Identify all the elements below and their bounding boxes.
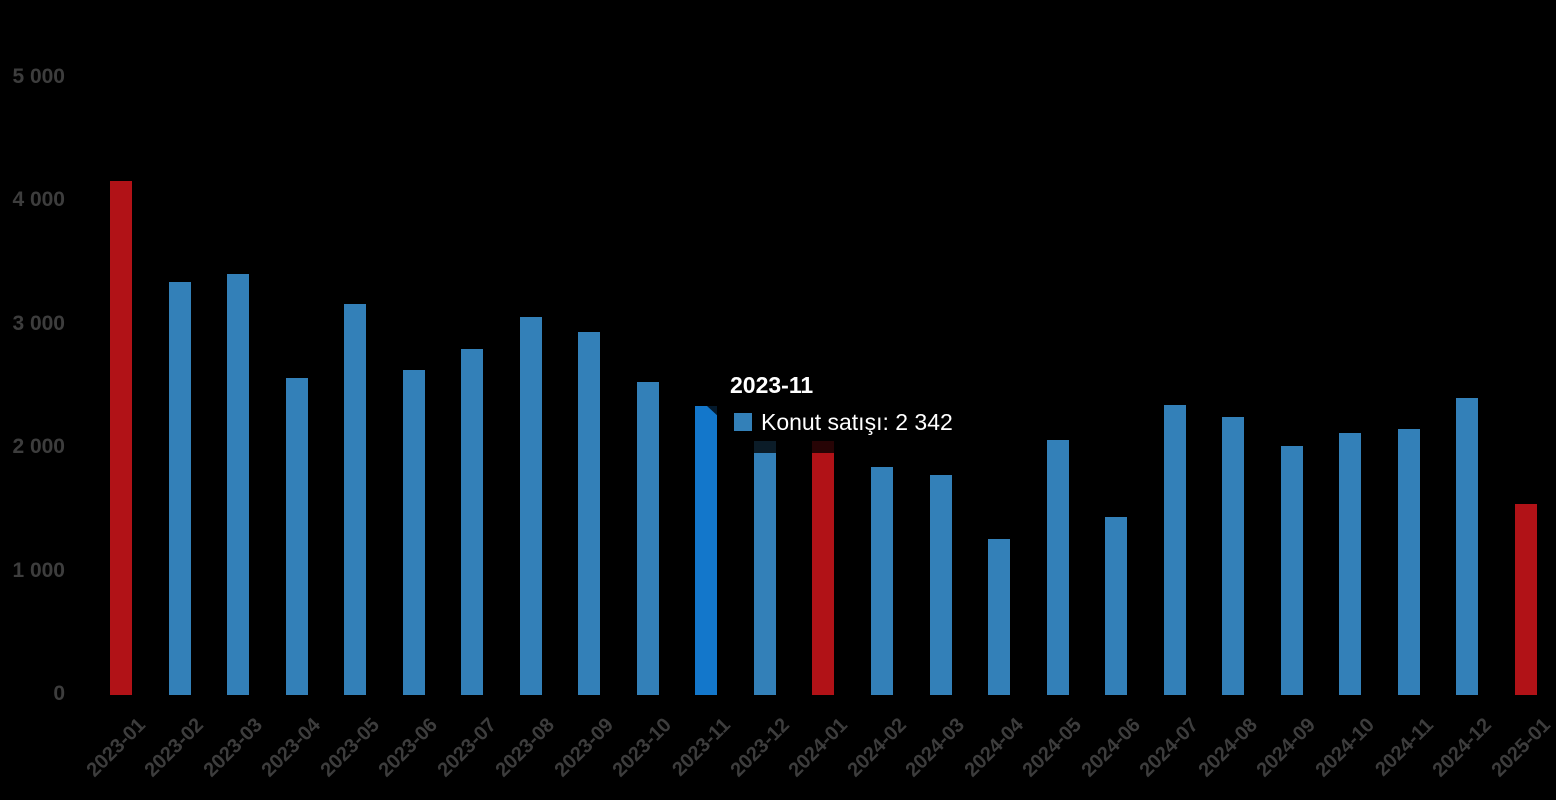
x-axis-label-2024-08: 2024-08	[1194, 714, 1262, 782]
tooltip-series-marker-icon	[734, 413, 752, 431]
x-axis-label-2023-12: 2023-12	[726, 714, 794, 782]
y-axis-label-2000: 2 000	[12, 435, 65, 459]
bar-2023-05[interactable]	[344, 304, 366, 695]
bar-2024-07[interactable]	[1164, 405, 1186, 695]
y-axis-label-0: 0	[53, 682, 65, 705]
bar-2024-10[interactable]	[1339, 433, 1361, 695]
x-axis-label-2023-06: 2023-06	[374, 714, 443, 782]
y-axis-label-5000: 5 000	[12, 65, 65, 88]
x-axis-label-2023-09: 2023-09	[550, 714, 618, 782]
x-axis-label-2024-01: 2024-01	[784, 714, 853, 782]
x-axis-label-2024-10: 2024-10	[1311, 714, 1379, 782]
bar-2023-01[interactable]	[110, 181, 132, 695]
bar-2023-10[interactable]	[637, 382, 659, 695]
tooltip-title: 2023-11	[730, 372, 814, 398]
x-axis-label-2023-10: 2023-10	[608, 714, 677, 782]
bar-2023-06[interactable]	[403, 370, 425, 695]
x-axis-label-2023-02: 2023-02	[140, 714, 209, 782]
y-axis-label-3000: 3 000	[12, 311, 65, 335]
bar-2024-05[interactable]	[1047, 440, 1069, 695]
x-axis-label-2024-05: 2024-05	[1018, 714, 1087, 782]
x-axis-label-2024-03: 2024-03	[901, 714, 970, 782]
x-axis-label-2023-03: 2023-03	[199, 714, 267, 782]
bar-2024-09[interactable]	[1281, 446, 1303, 695]
tooltip: 2023-11 Konut satışı: 2 342	[707, 358, 979, 453]
x-axis-label-2024-06: 2024-06	[1077, 714, 1145, 782]
tooltip-callout-arrow	[707, 394, 720, 418]
x-axis-label-2023-05: 2023-05	[316, 714, 384, 782]
bar-2025-01[interactable]	[1515, 504, 1537, 695]
x-axis-label-2023-07: 2023-07	[433, 714, 501, 782]
bar-2023-11[interactable]	[695, 406, 717, 695]
x-axis-label-2023-04: 2023-04	[257, 714, 326, 782]
x-axis-label-2023-08: 2023-08	[491, 714, 560, 782]
bar-2023-09[interactable]	[578, 332, 600, 695]
tooltip-row: Konut satışı: 2 342	[730, 408, 953, 436]
x-axis-label-2024-02: 2024-02	[843, 714, 911, 782]
bar-2023-02[interactable]	[169, 282, 191, 695]
bar-2023-03[interactable]	[227, 274, 249, 695]
bar-2024-03[interactable]	[930, 475, 952, 695]
bar-2024-02[interactable]	[871, 467, 893, 695]
x-axis-label-2025-01: 2025-01	[1487, 714, 1555, 782]
bar-2024-06[interactable]	[1105, 517, 1127, 695]
x-axis-label-2024-04: 2024-04	[960, 714, 1028, 782]
x-axis-label-2024-07: 2024-07	[1135, 714, 1204, 782]
y-axis-label-1000: 1 000	[12, 558, 65, 582]
x-axis-label-2024-12: 2024-12	[1428, 714, 1496, 782]
bar-2024-01[interactable]	[812, 441, 834, 695]
x-axis-label-2024-11: 2024-11	[1370, 714, 1438, 781]
bar-2024-12[interactable]	[1456, 398, 1478, 695]
x-axis-label-2024-09: 2024-09	[1252, 714, 1321, 782]
bar-2023-07[interactable]	[461, 349, 483, 695]
bar-2023-12[interactable]	[754, 441, 776, 695]
bar-2024-08[interactable]	[1222, 417, 1244, 695]
bar-2024-11[interactable]	[1398, 429, 1420, 695]
x-axis-label-2023-01: 2023-01	[82, 714, 150, 782]
bar-2024-04[interactable]	[988, 539, 1010, 695]
bar-2023-08[interactable]	[520, 317, 542, 695]
x-axis-label-2023-11: 2023-11	[668, 714, 735, 781]
y-axis-label-4000: 4 000	[12, 188, 65, 212]
tooltip-series-value: Konut satışı: 2 342	[761, 408, 953, 435]
bar-2023-04[interactable]	[286, 378, 308, 695]
